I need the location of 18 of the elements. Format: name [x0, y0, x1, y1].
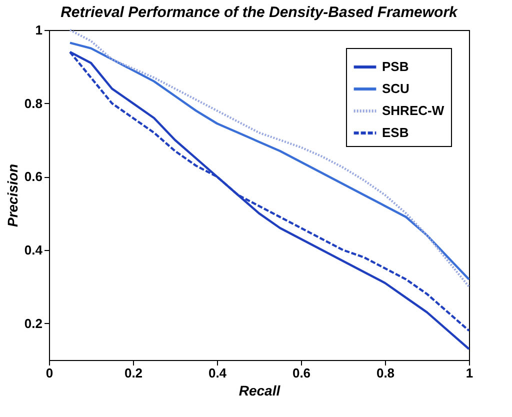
y-axis-title: Precision	[4, 164, 20, 228]
legend-label: SHREC-W	[382, 103, 445, 118]
chart-title: Retrieval Performance of the Density-Based Framework	[60, 4, 458, 21]
x-tick-label: 0.6	[292, 366, 311, 380]
x-tick-label: 0.8	[376, 366, 395, 380]
y-tick-label: 1	[35, 22, 42, 38]
y-tick-label: 0.4	[24, 242, 44, 258]
x-tick-label: 1	[466, 366, 474, 380]
y-tick-label: 0.6	[24, 169, 42, 184]
x-axis-title: Recall	[238, 382, 282, 398]
x-tick-label: 0.4	[208, 366, 228, 380]
legend-label: ESB	[382, 125, 409, 140]
y-tick-label: 0.2	[24, 316, 42, 331]
x-tick-label: 0.2	[124, 366, 143, 380]
legend-label: PSB	[382, 59, 409, 74]
x-tick-label: 0	[46, 366, 54, 380]
y-tick-label: 0.8	[24, 96, 42, 111]
legend-label: SCU	[382, 81, 410, 96]
